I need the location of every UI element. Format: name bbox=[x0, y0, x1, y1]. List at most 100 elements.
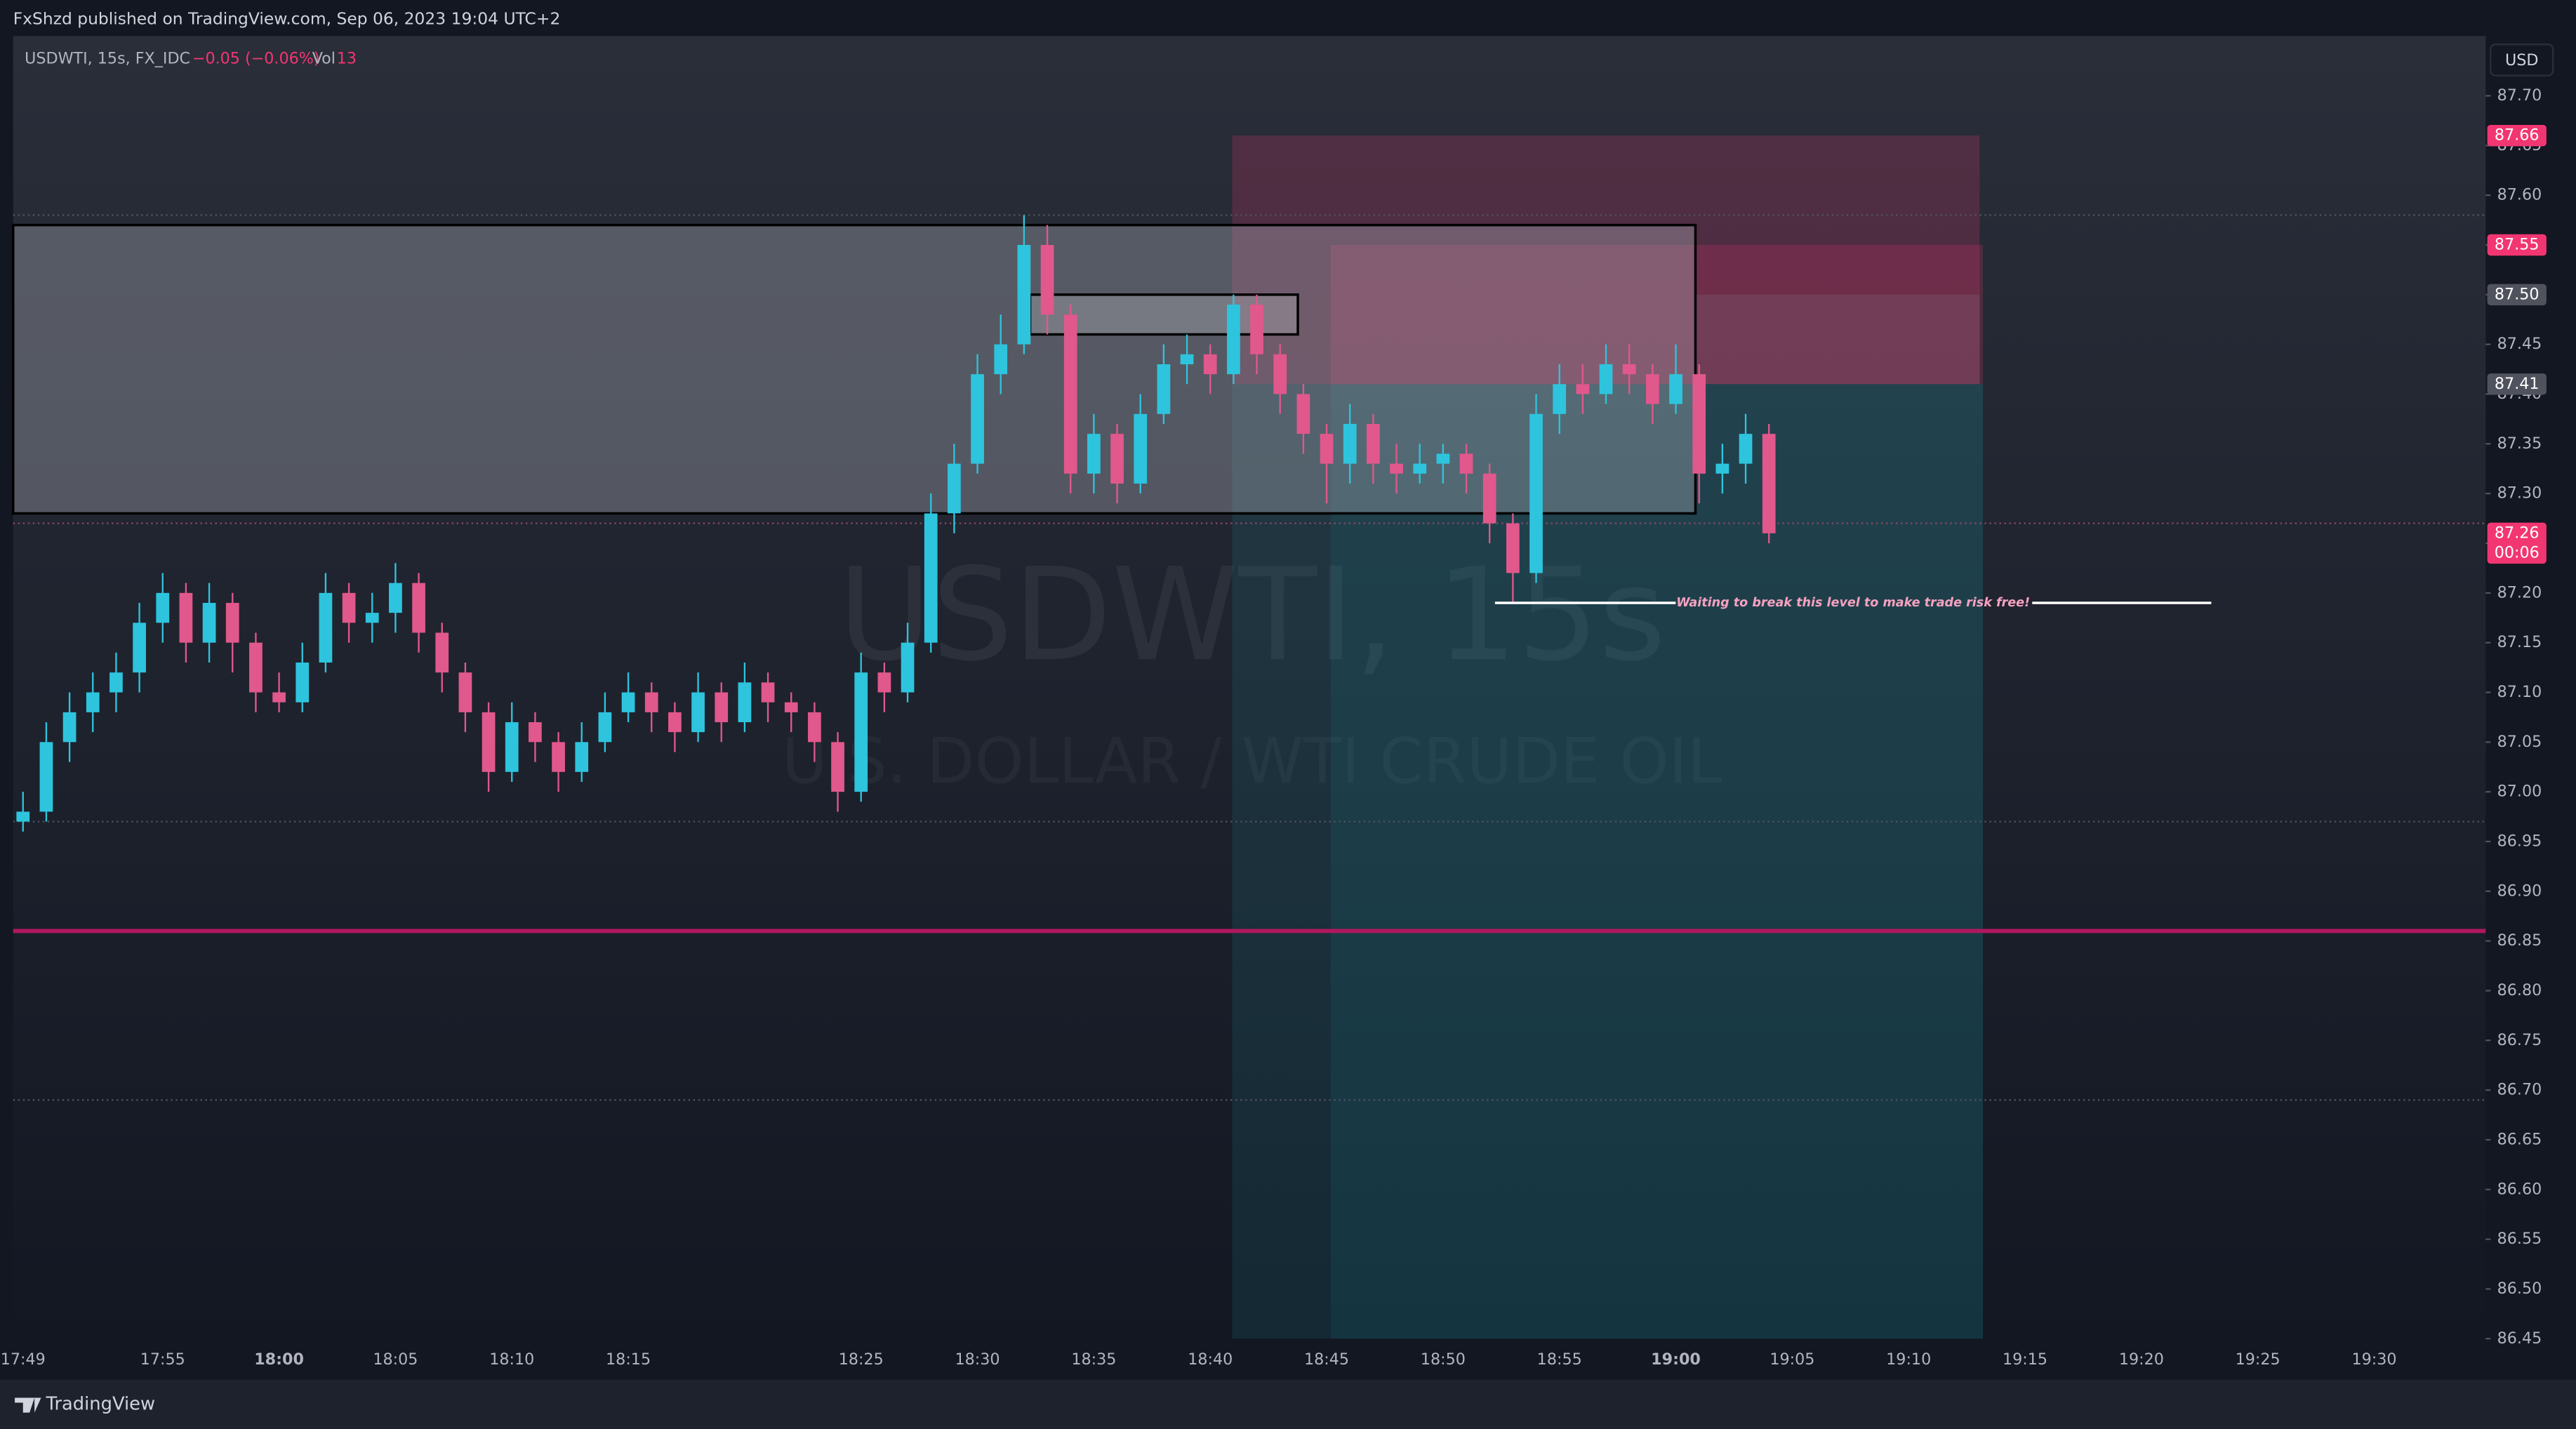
y-tick-label: 86.80 bbox=[2497, 981, 2542, 999]
candle-body bbox=[1110, 434, 1124, 484]
candle-body bbox=[877, 672, 891, 693]
price-badge-label: 87.50 bbox=[2495, 285, 2540, 303]
candle-body bbox=[412, 583, 425, 633]
candle-body bbox=[1576, 384, 1590, 394]
x-tick-label: 18:50 bbox=[1421, 1350, 1466, 1369]
y-tick-label: 86.60 bbox=[2497, 1180, 2542, 1198]
price-badge-label: 87.26 bbox=[2495, 524, 2540, 542]
target-zone bbox=[1330, 384, 1984, 1339]
legend-vol-label: Vol bbox=[312, 50, 336, 68]
candle-body bbox=[598, 712, 612, 743]
candle-body bbox=[1459, 453, 1473, 474]
candle-body bbox=[1063, 314, 1077, 474]
candle-body bbox=[389, 583, 402, 613]
candle-body bbox=[854, 672, 868, 792]
legend-change: −0.05 (−0.06%) bbox=[192, 50, 320, 68]
candle-body bbox=[552, 742, 565, 772]
candle-body bbox=[1134, 413, 1148, 484]
x-tick-label: 18:00 bbox=[254, 1350, 304, 1369]
candle-body bbox=[86, 692, 100, 712]
candle-body bbox=[1739, 434, 1753, 464]
candle-body bbox=[784, 702, 798, 712]
candle-body bbox=[691, 692, 705, 733]
candle-body bbox=[249, 642, 263, 693]
candle-body bbox=[1320, 434, 1334, 464]
x-tick-label: 17:55 bbox=[140, 1350, 185, 1369]
legend-symbol: USDWTI, 15s, FX_IDC bbox=[25, 50, 190, 68]
candle-body bbox=[1553, 384, 1567, 414]
candle-body bbox=[1017, 244, 1031, 345]
price-badge bbox=[2487, 522, 2547, 564]
tv-logo bbox=[15, 1397, 41, 1413]
candle-body bbox=[1087, 434, 1101, 474]
candle-body bbox=[1692, 374, 1706, 474]
price-badge-label: 87.41 bbox=[2495, 375, 2540, 393]
y-tick-label: 86.95 bbox=[2497, 832, 2542, 850]
candle-body bbox=[621, 692, 635, 712]
candle-body bbox=[738, 682, 752, 722]
candle-body bbox=[808, 712, 821, 743]
candle-body bbox=[39, 742, 53, 812]
candle-body bbox=[458, 672, 472, 712]
y-tick-label: 86.90 bbox=[2497, 882, 2542, 900]
candle-body bbox=[668, 712, 682, 733]
footer-brand: TradingView bbox=[46, 1393, 156, 1414]
candle-body bbox=[179, 592, 193, 643]
y-tick-label: 87.20 bbox=[2497, 583, 2542, 601]
price-badge-label: 87.66 bbox=[2495, 126, 2540, 145]
y-tick-label: 87.15 bbox=[2497, 633, 2542, 651]
plot-area bbox=[13, 36, 2486, 1339]
candle-body bbox=[1367, 423, 1380, 464]
watermark-description: U.S. DOLLAR / WTI CRUDE OIL bbox=[782, 724, 1722, 797]
x-tick-label: 18:10 bbox=[489, 1350, 534, 1369]
x-tick-label: 18:05 bbox=[373, 1350, 418, 1369]
x-tick-label: 18:15 bbox=[606, 1350, 651, 1369]
publisher: FxShzd published on TradingView.com, Sep… bbox=[13, 9, 561, 29]
candle-body bbox=[1296, 394, 1310, 434]
candle-body bbox=[1482, 473, 1496, 524]
candle-body bbox=[1390, 463, 1403, 474]
candle-body bbox=[575, 742, 589, 772]
candle-body bbox=[1436, 453, 1450, 464]
price-badge bbox=[2487, 373, 2547, 395]
candle-body bbox=[1203, 354, 1217, 375]
x-tick-label: 18:55 bbox=[1537, 1350, 1582, 1369]
candle-body bbox=[1529, 413, 1543, 573]
x-tick-label: 18:25 bbox=[839, 1350, 884, 1369]
price-badge bbox=[2487, 124, 2547, 147]
x-tick-label: 19:15 bbox=[2003, 1350, 2047, 1369]
price-badge bbox=[2487, 234, 2547, 256]
y-tick-label: 86.45 bbox=[2497, 1329, 2542, 1348]
y-tick-label: 86.55 bbox=[2497, 1230, 2542, 1248]
candle-body bbox=[319, 592, 333, 663]
footer-bar bbox=[0, 1379, 2576, 1429]
y-tick-label: 86.70 bbox=[2497, 1081, 2542, 1099]
annotation-text: Waiting to break this level to make trad… bbox=[1676, 596, 2030, 610]
candle-body bbox=[16, 811, 30, 822]
currency-button[interactable] bbox=[2490, 44, 2554, 77]
candle-body bbox=[1273, 354, 1287, 394]
y-tick-label: 87.05 bbox=[2497, 733, 2542, 751]
candle-body bbox=[1343, 423, 1357, 464]
y-tick-label: 87.45 bbox=[2497, 335, 2542, 353]
y-tick-label: 87.00 bbox=[2497, 783, 2542, 801]
candle-body bbox=[924, 513, 938, 643]
y-tick-label: 86.65 bbox=[2497, 1130, 2542, 1148]
price-badge bbox=[2487, 284, 2547, 306]
price-badge-label: 87.55 bbox=[2495, 235, 2540, 253]
currency-label[interactable]: USD bbox=[2505, 51, 2538, 69]
candle-body bbox=[994, 344, 1008, 375]
countdown: 00:06 bbox=[2495, 543, 2540, 561]
candle-body bbox=[948, 463, 961, 514]
stop-zone bbox=[1232, 135, 1980, 385]
stop-zone bbox=[1330, 244, 1984, 385]
candle-body bbox=[761, 682, 775, 703]
candle-body bbox=[1157, 364, 1171, 414]
candle-body bbox=[202, 602, 216, 643]
y-tick-label: 87.70 bbox=[2497, 86, 2542, 105]
y-tick-label: 87.60 bbox=[2497, 186, 2542, 204]
candle-body bbox=[365, 613, 379, 623]
candle-body bbox=[1250, 304, 1263, 354]
candle-body bbox=[1413, 463, 1427, 474]
